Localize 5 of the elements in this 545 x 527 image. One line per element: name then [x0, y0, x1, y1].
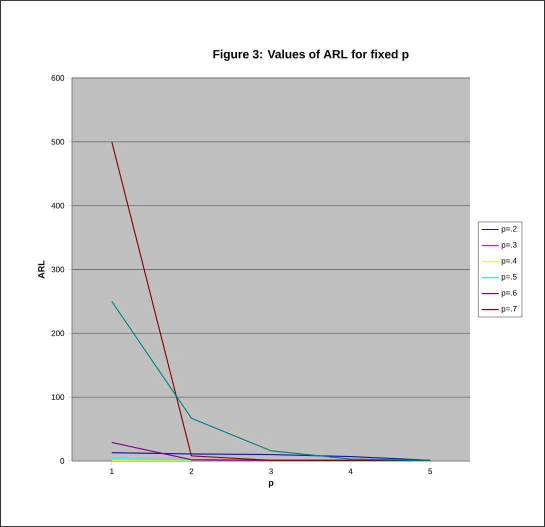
line-series — [111, 300, 431, 461]
y-axis-title: ARL — [38, 260, 44, 278]
x-axis-title: p — [268, 480, 274, 488]
line-series — [111, 452, 431, 461]
chart-title: Figure 3: Values of ARL for fixed p — [213, 50, 409, 61]
